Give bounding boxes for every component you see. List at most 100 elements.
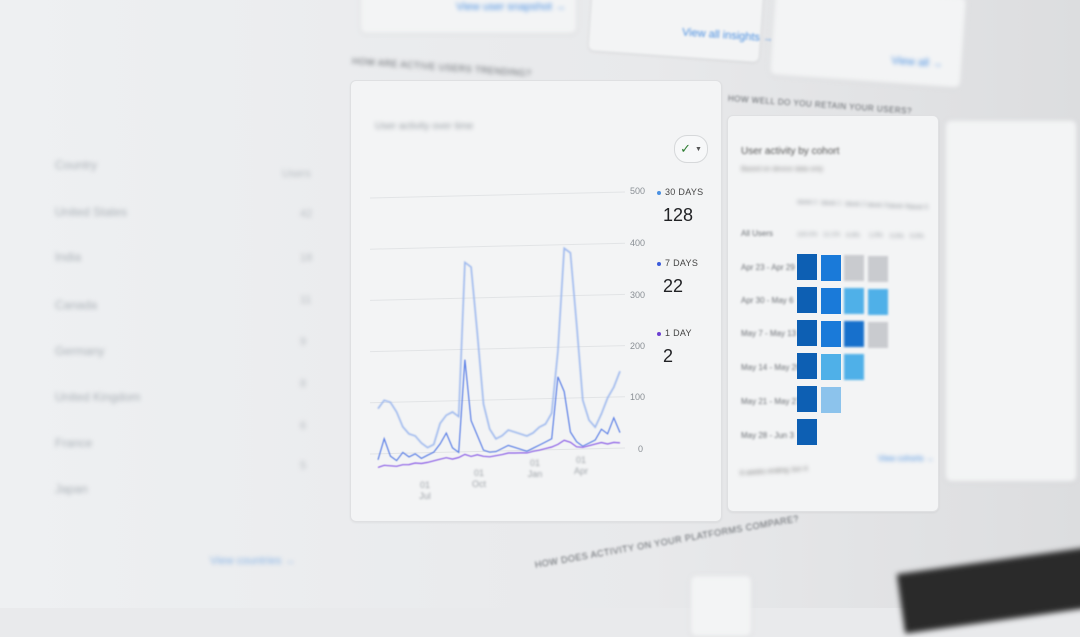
- row-value: 6: [300, 420, 307, 432]
- cell-value: 0.0%: [890, 234, 904, 240]
- legend-value: 128: [663, 205, 694, 225]
- x-tick: 01 Oct: [464, 468, 494, 490]
- x-tick-month: Jan: [527, 469, 543, 479]
- right-card: [945, 120, 1077, 482]
- column-header: Week 0: [797, 200, 818, 206]
- grid-line: [369, 242, 626, 250]
- legend-dot-icon: [657, 261, 661, 266]
- cohort-cell[interactable]: [820, 287, 841, 314]
- row-value: 42: [300, 208, 313, 220]
- x-tick-month: Oct: [471, 479, 486, 489]
- cohort-cell[interactable]: [820, 254, 841, 281]
- x-tick-day: 01: [575, 455, 586, 465]
- row-value: 11: [300, 294, 312, 306]
- grid-line: [369, 345, 626, 353]
- top-card-left: View user snapshot →: [360, 0, 577, 34]
- x-tick-month: Jul: [419, 491, 431, 501]
- dropdown-arrow-icon: ▼: [694, 145, 702, 153]
- cohort-cell[interactable]: [797, 287, 817, 313]
- legend-value: 22: [663, 276, 684, 296]
- filter-button[interactable]: ✓ ▼: [674, 135, 708, 163]
- row-value: 8: [300, 378, 307, 390]
- user-activity-chart: [369, 191, 626, 468]
- grid-line: [369, 191, 626, 199]
- x-tick-day: 01: [473, 468, 484, 478]
- cohort-card: User activity by cohort Based on device …: [727, 115, 939, 512]
- platform-card: [690, 575, 752, 637]
- cell-value: 100.0%: [797, 232, 818, 238]
- cell-value: 12.1%: [823, 232, 841, 238]
- row-label: May 28 - Jun 3: [741, 431, 794, 440]
- cohort-cell[interactable]: [797, 419, 817, 445]
- cohort-cell[interactable]: [820, 386, 841, 413]
- row-label: United States: [55, 205, 128, 219]
- view-snapshot-link[interactable]: View user snapshot →: [456, 1, 566, 13]
- y-tick: 300: [630, 290, 646, 300]
- y-tick: 400: [630, 238, 646, 248]
- grid-line: [369, 293, 626, 301]
- series-line-30-days: [377, 246, 621, 449]
- x-tick: 01 Jul: [410, 480, 440, 502]
- view-cohorts-link[interactable]: View cohorts →: [878, 454, 934, 463]
- cohort-cell[interactable]: [797, 254, 817, 280]
- cohort-cell[interactable]: [867, 321, 888, 348]
- check-circle-icon: ✓: [680, 141, 691, 156]
- row-label: United Kingdom: [55, 390, 141, 404]
- row-value: 5: [300, 460, 307, 472]
- cell-value: 1.0%: [869, 233, 883, 239]
- x-tick-day: 01: [419, 480, 430, 490]
- column-header: Week 1: [821, 201, 842, 207]
- grid-line: [369, 396, 626, 404]
- column-header: Week 5: [908, 205, 929, 211]
- row-label: May 14 - May 20: [741, 363, 801, 372]
- country-table: Country Users United States 42 India 18 Ca…: [0, 60, 340, 600]
- x-tick-day: 01: [529, 458, 540, 468]
- cohort-cell[interactable]: [797, 320, 817, 346]
- cohort-cell[interactable]: [844, 321, 864, 347]
- column-header: Week 3: [867, 203, 888, 209]
- card-subtitle: Based on device data only: [741, 166, 824, 173]
- cell-value: 4.4%: [846, 233, 860, 239]
- cohort-cell[interactable]: [844, 255, 864, 281]
- legend-label: 30 DAYS: [665, 187, 704, 197]
- y-tick: 500: [630, 186, 646, 196]
- series-line-1-day: [377, 439, 621, 468]
- cohort-cell[interactable]: [797, 386, 817, 412]
- cohort-cell[interactable]: [797, 353, 817, 379]
- card-title: User activity over time: [375, 121, 474, 132]
- row-label: May 7 - May 13: [741, 329, 797, 338]
- legend-1-day[interactable]: 1 DAY: [657, 328, 692, 338]
- cohort-cell[interactable]: [867, 255, 888, 282]
- legend-7-days[interactable]: 7 DAYS: [657, 258, 698, 268]
- row-label: Germany: [55, 344, 105, 358]
- cohort-cell[interactable]: [844, 288, 864, 314]
- row-label: Canada: [55, 298, 98, 312]
- cohort-cell[interactable]: [844, 354, 864, 380]
- legend-dot-icon: [657, 190, 661, 195]
- series-line-7-days: [377, 359, 621, 462]
- x-tick: 01 Jan: [520, 458, 550, 480]
- row-value: 18: [300, 252, 313, 264]
- all-users-label: All Users: [741, 229, 774, 238]
- row-label: India: [55, 250, 82, 264]
- legend-dot-icon: [657, 331, 661, 336]
- row-label: Japan: [55, 482, 88, 496]
- column-header: Users: [282, 168, 311, 180]
- cohort-footer: 6 weeks ending Jun 4: [739, 465, 808, 478]
- user-activity-card: User activity over time: [350, 80, 722, 522]
- card-title: User activity by cohort: [741, 146, 840, 157]
- row-label: France: [55, 436, 93, 450]
- y-tick: 200: [630, 341, 646, 351]
- cell-value: 0.0%: [910, 234, 924, 240]
- cohort-cell[interactable]: [820, 353, 841, 380]
- legend-label: 1 DAY: [665, 328, 692, 338]
- table-header: Country: [55, 158, 98, 172]
- cohort-cell[interactable]: [820, 320, 841, 347]
- column-header: Week 4: [888, 204, 909, 210]
- x-tick: 01 Apr: [566, 455, 596, 477]
- cohort-cell[interactable]: [867, 288, 888, 315]
- legend-30-days[interactable]: 30 DAYS: [657, 187, 703, 197]
- view-countries-link[interactable]: View countries →: [210, 555, 296, 567]
- row-value: 9: [300, 336, 307, 348]
